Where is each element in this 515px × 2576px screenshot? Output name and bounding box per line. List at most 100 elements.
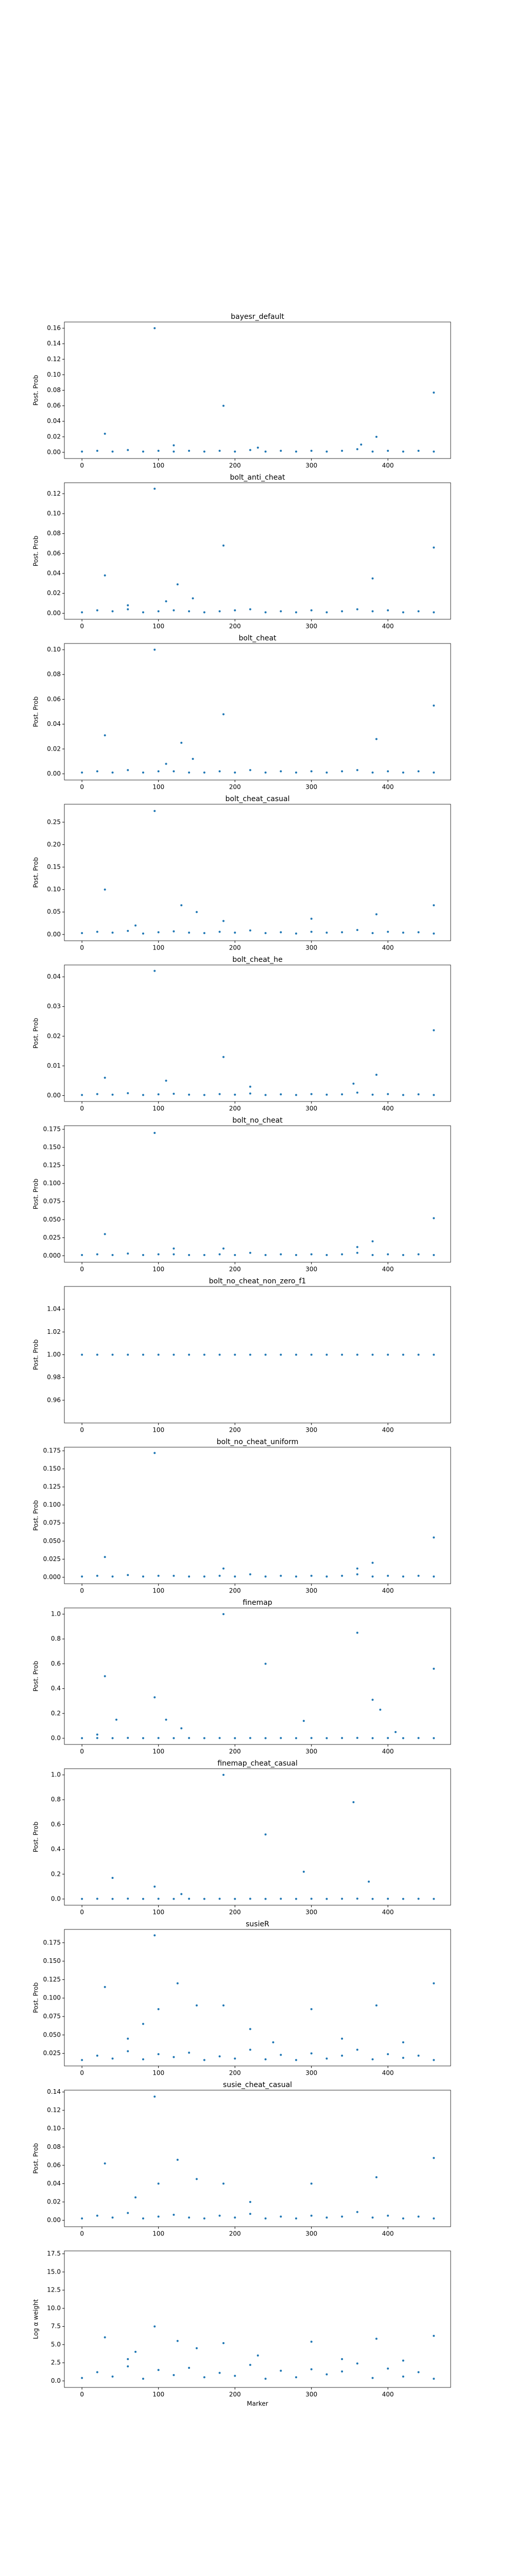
x-tick-label: 300 [305, 944, 317, 952]
point [249, 2200, 251, 2203]
y-tick-label: 0.03 [47, 1003, 61, 1010]
point [341, 449, 344, 452]
x-tick-label: 200 [229, 2070, 241, 2077]
point [371, 2216, 374, 2219]
point [433, 2217, 435, 2219]
point [96, 770, 98, 773]
point [142, 611, 144, 614]
point [325, 1897, 328, 1900]
point [341, 1253, 344, 1256]
y-tick-label: 0.12 [47, 490, 61, 497]
point [280, 1897, 282, 1900]
y-axis-label: Log α weight [32, 2299, 40, 2339]
point [402, 611, 404, 614]
point [188, 931, 191, 934]
point [433, 2334, 435, 2337]
point [256, 446, 259, 449]
x-tick-label: 300 [305, 1587, 317, 1595]
y-tick-label: 0.04 [47, 570, 61, 577]
point [249, 2028, 251, 2030]
point [249, 449, 251, 451]
point [222, 1567, 225, 1570]
point [222, 1613, 225, 1616]
point [127, 929, 129, 932]
point [371, 2377, 374, 2379]
point [356, 2048, 358, 2051]
point [153, 1696, 156, 1699]
point [173, 450, 175, 453]
point [115, 1718, 117, 1721]
point [402, 1737, 404, 1739]
point [173, 2056, 175, 2058]
y-tick-label: 0.025 [43, 1234, 61, 1241]
point [81, 611, 83, 614]
point [157, 2053, 160, 2056]
point [310, 1737, 313, 1739]
point [356, 929, 358, 931]
point [96, 2371, 98, 2374]
point [249, 608, 251, 611]
point [325, 2057, 328, 2060]
y-tick-label: 0.08 [47, 671, 61, 678]
panel-title: bolt_anti_cheat [230, 473, 285, 482]
point [310, 2182, 313, 2185]
point [433, 1982, 435, 1985]
point [371, 2058, 374, 2061]
y-tick-label: 0.050 [43, 2031, 61, 2038]
y-tick-label: 0.175 [43, 1939, 61, 1946]
point [153, 1885, 156, 1888]
x-tick-label: 100 [152, 784, 164, 791]
point [433, 1536, 435, 1539]
x-tick-label: 0 [80, 944, 84, 952]
x-tick-label: 100 [152, 1427, 164, 1434]
x-tick-label: 300 [305, 1427, 317, 1434]
y-tick-label: 0.150 [43, 1957, 61, 1964]
point [218, 2055, 221, 2058]
panel-title: bolt_no_cheat_non_zero_f1 [209, 1277, 306, 1285]
point [264, 1575, 267, 1578]
x-tick-label: 100 [152, 1748, 164, 1755]
point [249, 1086, 251, 1088]
point [375, 913, 377, 916]
panel-title: bolt_no_cheat [232, 1116, 283, 1125]
point [341, 931, 344, 934]
point [371, 1575, 374, 1578]
point [96, 1737, 98, 1739]
x-tick-label: 0 [80, 1266, 84, 1273]
x-tick-label: 400 [382, 623, 394, 630]
y-tick-label: 0.05 [47, 908, 61, 916]
point [203, 1094, 205, 1096]
point [387, 1253, 389, 1256]
x-tick-label: 100 [152, 1105, 164, 1112]
point [188, 449, 191, 452]
point [111, 2375, 114, 2378]
point [356, 769, 358, 771]
point [417, 2054, 420, 2057]
point [142, 2023, 144, 2025]
point [188, 2052, 191, 2054]
point [222, 2342, 225, 2345]
point [310, 1897, 313, 1900]
point [341, 1897, 344, 1900]
point [433, 1737, 435, 1739]
point [295, 1094, 297, 1096]
point [234, 1353, 236, 1356]
y-tick-label: 0.14 [47, 340, 61, 347]
point [375, 1074, 377, 1076]
point [417, 1897, 420, 1900]
x-tick-label: 200 [229, 784, 241, 791]
point [234, 1575, 236, 1578]
point [127, 769, 129, 771]
y-tick-label: 0.125 [43, 1483, 61, 1490]
point [195, 911, 198, 913]
point [81, 1897, 83, 1900]
axes-frame [64, 964, 451, 1102]
x-tick-label: 100 [152, 2230, 164, 2238]
axes-frame [64, 1125, 451, 1263]
y-tick-label: 0.025 [43, 1555, 61, 1563]
point [234, 450, 236, 453]
point [387, 609, 389, 612]
y-axis-label: Post. Prob [32, 1018, 40, 1048]
y-tick-label: 0.000 [43, 1573, 61, 1581]
point [157, 2215, 160, 2218]
